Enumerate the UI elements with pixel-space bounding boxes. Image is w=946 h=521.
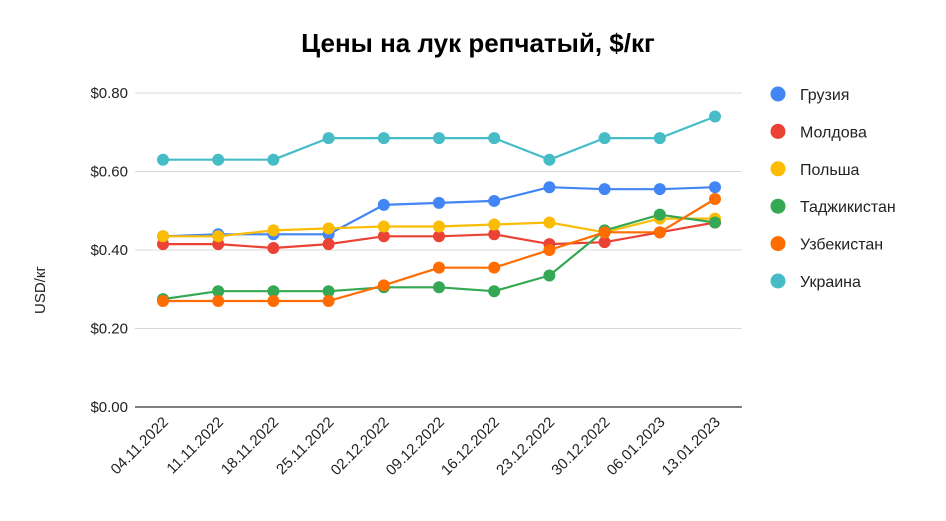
data-point [543, 153, 556, 166]
data-point [322, 295, 335, 308]
data-point [543, 181, 556, 194]
data-point [488, 228, 501, 241]
y-tick-label: $0.40 [90, 242, 128, 259]
data-point [653, 208, 666, 221]
chart-title: Цены на лук репчатый, $/кг [301, 28, 655, 58]
data-point [653, 226, 666, 239]
data-point [709, 110, 721, 123]
data-point [709, 192, 721, 205]
data-point [433, 230, 445, 243]
data-point [433, 132, 445, 145]
data-point [598, 183, 611, 196]
data-point [433, 281, 445, 294]
x-tick-label: 11.11.2022 [163, 414, 227, 478]
x-tick-label: 02.12.2022 [328, 414, 393, 479]
data-point [212, 230, 225, 243]
legend-marker [770, 161, 786, 177]
data-point [377, 230, 390, 243]
legend-marker [770, 123, 786, 139]
data-point [598, 132, 611, 145]
data-point [598, 236, 611, 249]
data-point [653, 132, 666, 145]
legend-label: Молдова [800, 124, 867, 141]
data-point [488, 132, 501, 145]
y-tick-labels: $0.00 $0.20 $0.40 $0.60 $0.80 [90, 85, 128, 416]
y-tick-label: $0.20 [90, 321, 128, 338]
legend: Грузия Молдова Польша Таджикистан Узбекистан… [770, 86, 896, 291]
y-tick-label: $0.80 [90, 85, 128, 102]
legend-marker [770, 236, 786, 252]
data-point [157, 230, 169, 243]
x-tick-label: 06.01.2023 [604, 414, 669, 479]
data-point [543, 216, 556, 229]
data-point [322, 222, 335, 235]
data-point [433, 196, 445, 209]
data-point [212, 295, 225, 308]
x-tick-label: 09.12.2022 [383, 414, 448, 479]
y-tick-label: $0.60 [90, 164, 128, 181]
data-point [543, 244, 556, 256]
y-tick-label: $0.00 [90, 399, 128, 416]
x-tick-labels: 04.11.202211.11.202218.11.202225.11.2022… [108, 414, 724, 479]
data-point [267, 224, 280, 237]
data-point [377, 132, 390, 145]
data-point [653, 183, 666, 196]
data-point [157, 295, 169, 308]
data-point [267, 295, 280, 308]
grid [135, 92, 742, 408]
legend-label: Грузия [800, 87, 849, 104]
series-points [157, 110, 721, 308]
legend-label: Узбекистан [800, 237, 883, 254]
x-tick-label: 30.12.2022 [548, 414, 613, 479]
data-point [433, 261, 445, 274]
legend-label: Таджикистан [800, 199, 896, 216]
data-point [157, 153, 169, 166]
data-point [322, 238, 335, 251]
data-point [709, 181, 721, 194]
data-point [267, 242, 280, 255]
data-point [212, 285, 225, 298]
data-point [488, 194, 501, 207]
x-tick-label: 04.11.2022 [108, 414, 172, 478]
x-tick-label: 13.01.2023 [659, 414, 724, 479]
x-tick-label: 23.12.2022 [493, 414, 558, 479]
data-point [433, 220, 445, 233]
data-point [377, 220, 390, 233]
data-point [377, 198, 390, 211]
data-point [488, 285, 501, 298]
data-point [322, 132, 335, 145]
legend-marker [770, 273, 786, 289]
data-point [322, 285, 335, 298]
legend-label: Украина [800, 274, 861, 291]
data-point [709, 216, 721, 229]
data-point [488, 218, 501, 231]
data-point [267, 153, 280, 166]
legend-marker [770, 198, 786, 214]
x-tick-label: 16.12.2022 [438, 414, 503, 479]
legend-marker [770, 86, 786, 102]
data-point [598, 226, 611, 239]
data-point [212, 153, 225, 166]
legend-label: Польша [800, 162, 860, 179]
data-point [267, 285, 280, 298]
x-tick-label: 18.11.2022 [218, 414, 282, 478]
data-point [543, 269, 556, 282]
y-axis-label: USD/кг [32, 266, 49, 314]
data-point [377, 279, 390, 292]
data-point [488, 261, 501, 274]
